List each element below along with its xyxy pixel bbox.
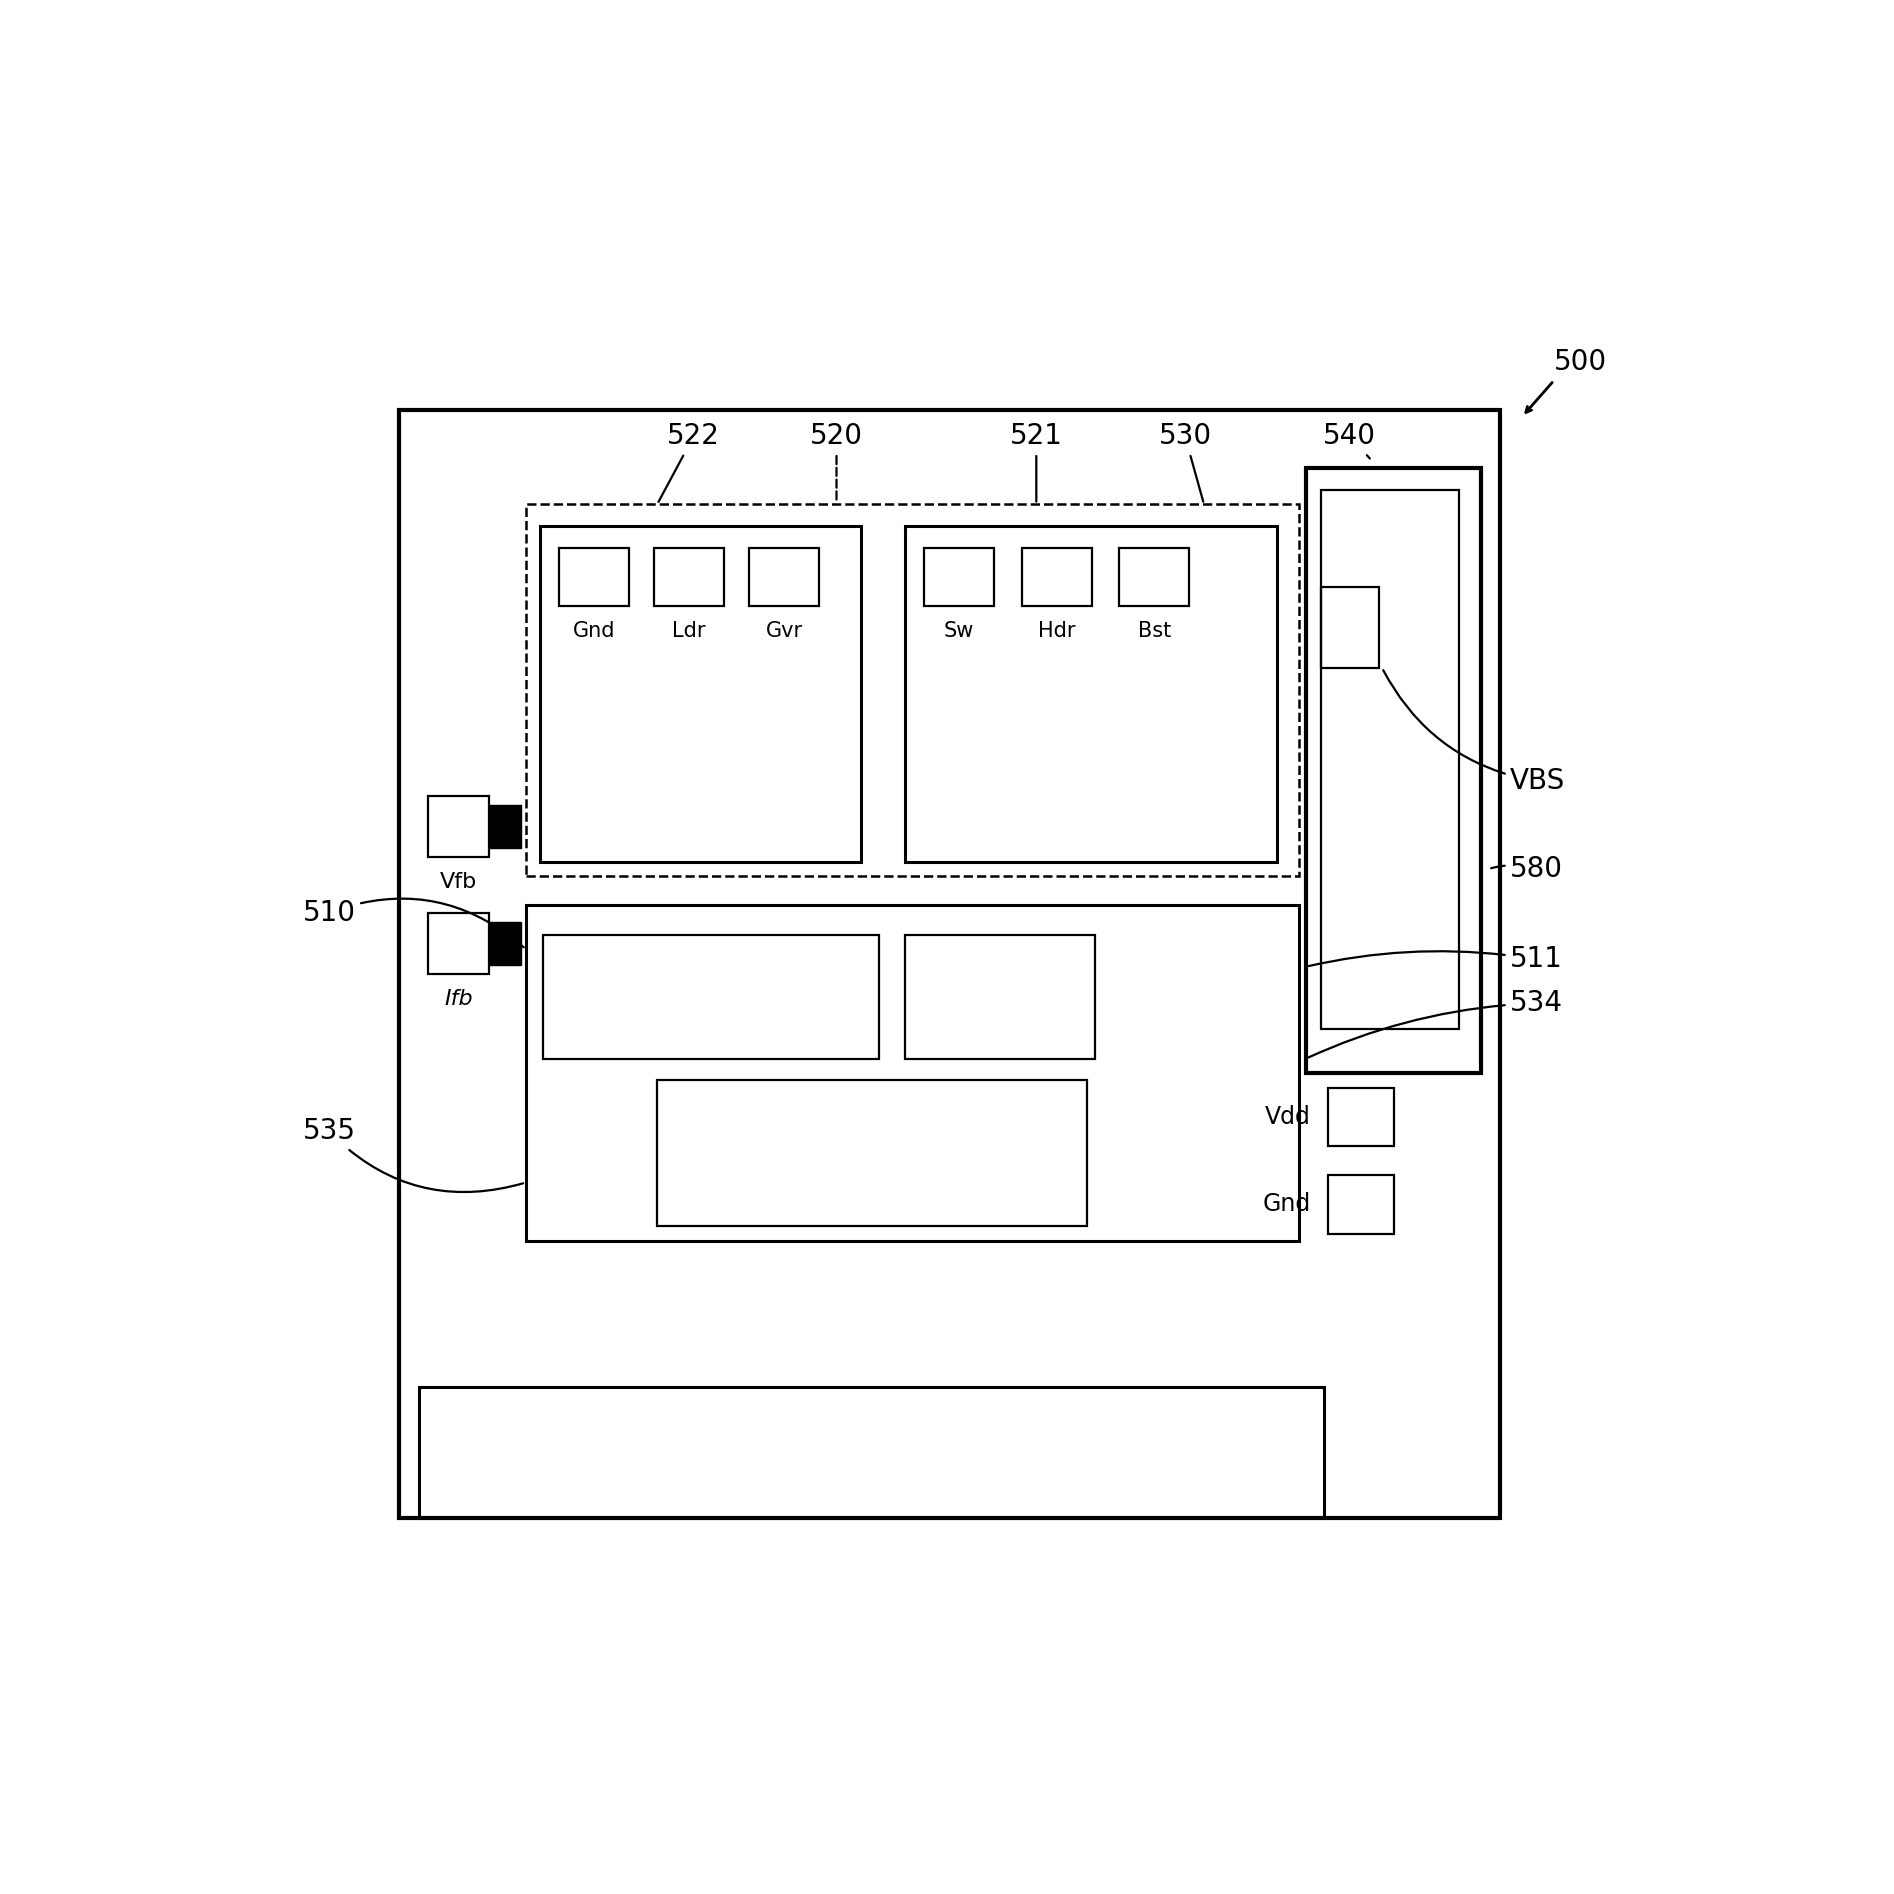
Bar (544, 934, 879, 1059)
Text: Hdr: Hdr (1038, 621, 1076, 640)
Text: Ifb: Ifb (445, 989, 474, 1008)
Text: Vdd: Vdd (1265, 1104, 1311, 1129)
Text: 522: 522 (659, 422, 720, 502)
Bar (527, 905, 1299, 1241)
Bar (489, 922, 521, 964)
Text: 540: 540 (1324, 422, 1377, 458)
Bar (1119, 547, 1189, 606)
Bar (1328, 1174, 1394, 1233)
Bar (489, 805, 521, 849)
Text: Sw: Sw (943, 621, 974, 640)
Bar (748, 547, 818, 606)
Text: Ldr: Ldr (672, 621, 706, 640)
Bar (924, 547, 994, 606)
Bar (1307, 468, 1481, 1074)
Bar (653, 547, 724, 606)
Text: Vfb: Vfb (439, 871, 477, 892)
Text: 520: 520 (811, 422, 864, 502)
Bar (905, 934, 1095, 1059)
Text: 535: 535 (303, 1117, 523, 1191)
Bar (400, 409, 1500, 1517)
Bar (419, 1386, 1324, 1517)
Text: Bst: Bst (1138, 621, 1170, 640)
Bar (1320, 587, 1379, 669)
Text: 500: 500 (1555, 348, 1608, 377)
Text: 521: 521 (1010, 422, 1063, 502)
Text: Gnd: Gnd (1261, 1193, 1311, 1216)
Text: 530: 530 (1159, 422, 1212, 502)
Bar (1021, 547, 1091, 606)
Text: 510: 510 (303, 898, 525, 947)
Text: 534: 534 (1309, 989, 1563, 1057)
Bar (1328, 1087, 1394, 1146)
Text: VBS: VBS (1383, 670, 1566, 795)
Bar (905, 527, 1277, 862)
Text: 511: 511 (1309, 945, 1563, 974)
Bar (428, 913, 489, 974)
Text: Gnd: Gnd (574, 621, 616, 640)
Bar (428, 795, 489, 858)
Bar (559, 547, 629, 606)
Text: 580: 580 (1491, 854, 1563, 883)
Bar (1320, 491, 1458, 1028)
Bar (657, 1080, 1087, 1225)
Bar (540, 527, 862, 862)
Text: Gvr: Gvr (765, 621, 803, 640)
Bar (527, 504, 1299, 877)
